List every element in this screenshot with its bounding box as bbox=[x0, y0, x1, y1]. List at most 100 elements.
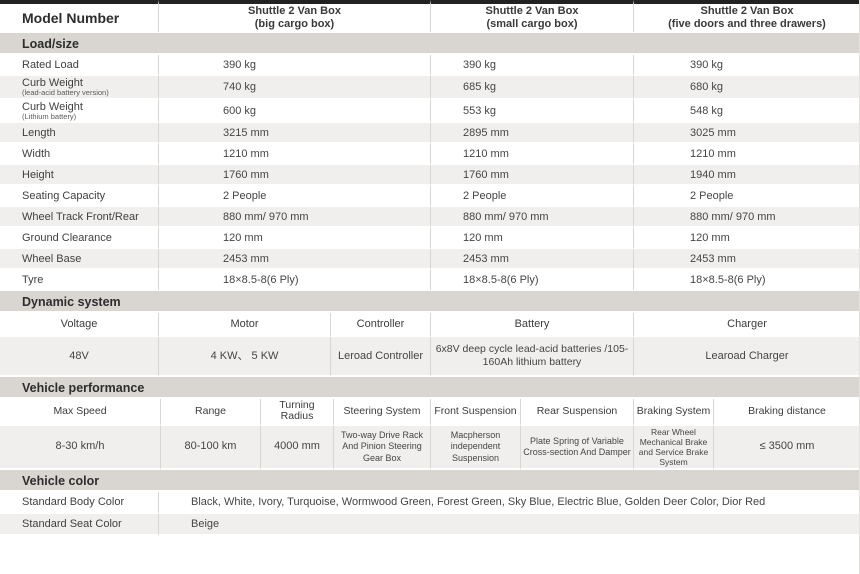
column-header-rear-suspension: Rear Suspension bbox=[520, 399, 633, 426]
table-row-rated-load: Rated Load 390 kg 390 kg 390 kg bbox=[0, 55, 859, 77]
spec-value: 685 kg bbox=[430, 76, 633, 100]
vehicle-color-table: Standard Body Color Black, White, Ivory,… bbox=[0, 492, 859, 537]
column-header-turning-radius: Turning Radius bbox=[260, 399, 333, 426]
spec-label: Standard Body Color bbox=[0, 492, 158, 515]
model-number-label: Model Number bbox=[0, 0, 158, 34]
model-header-table: Model Number Shuttle 2 Van Box (big carg… bbox=[0, 0, 859, 34]
table-row-wheel-base: Wheel Base 2453 mm 2453 mm 2453 mm bbox=[0, 249, 859, 271]
spec-label: Standard Seat Color bbox=[0, 514, 158, 537]
table-row-length: Length 3215 mm 2895 mm 3025 mm bbox=[0, 123, 859, 145]
spec-value: 120 mm bbox=[430, 228, 633, 250]
spec-label-main: Curb Weight bbox=[22, 100, 83, 113]
spec-value: 2453 mm bbox=[430, 249, 633, 271]
spec-value: 600 kg bbox=[158, 99, 430, 124]
performance-value-row: 8-30 km/h 80-100 km 4000 mm Two-way Driv… bbox=[0, 425, 859, 471]
model-column-small-cargo: Shuttle 2 Van Box (small cargo box) bbox=[430, 0, 633, 34]
model-header-row: Model Number Shuttle 2 Van Box (big carg… bbox=[0, 0, 859, 34]
model-column-big-cargo: Shuttle 2 Van Box (big cargo box) bbox=[158, 0, 430, 34]
table-row-tyre: Tyre 18×8.5-8(6 Ply) 18×8.5-8(6 Ply) 18×… bbox=[0, 270, 859, 292]
column-header-braking-distance: Braking distance bbox=[713, 399, 859, 426]
spec-value: 1760 mm bbox=[158, 165, 430, 187]
spec-value-max-speed: 8-30 km/h bbox=[0, 425, 160, 471]
spec-label: Ground Clearance bbox=[0, 228, 158, 250]
section-title-dynamic-system: Dynamic system bbox=[0, 291, 859, 314]
spec-label: Wheel Track Front/Rear bbox=[0, 207, 158, 229]
spec-label: Length bbox=[0, 123, 158, 145]
model-variant: (small cargo box) bbox=[486, 17, 578, 30]
section-title-vehicle-color: Vehicle color bbox=[0, 470, 859, 493]
model-name: Shuttle 2 Van Box bbox=[700, 5, 794, 17]
column-header-max-speed: Max Speed bbox=[0, 399, 160, 426]
model-column-five-doors: Shuttle 2 Van Box (five doors and three … bbox=[633, 0, 859, 34]
section-title-vehicle-performance: Vehicle performance bbox=[0, 377, 859, 400]
model-variant: (big cargo box) bbox=[254, 17, 335, 30]
column-header-controller: Controller bbox=[330, 313, 430, 338]
column-header-steering-system: Steering System bbox=[333, 399, 430, 426]
spec-value-braking-system: Rear Wheel Mechanical Brake and Service … bbox=[633, 425, 713, 471]
model-name: Shuttle 2 Van Box bbox=[248, 5, 341, 17]
spec-value-charger: Learoad Charger bbox=[633, 337, 859, 378]
spec-value: 680 kg bbox=[633, 76, 859, 100]
spec-value: 3215 mm bbox=[158, 123, 430, 145]
spec-value: 740 kg bbox=[158, 76, 430, 100]
column-header-charger: Charger bbox=[633, 313, 859, 338]
spec-label-sub: (Lithium battery) bbox=[22, 111, 77, 121]
spec-value: 2895 mm bbox=[430, 123, 633, 145]
table-row-body-color: Standard Body Color Black, White, Ivory,… bbox=[0, 492, 859, 515]
spec-value: 390 kg bbox=[633, 55, 859, 77]
load-size-table: Rated Load 390 kg 390 kg 390 kg Curb Wei… bbox=[0, 55, 859, 292]
spec-value: 1210 mm bbox=[633, 144, 859, 166]
spec-label: Curb Weight (lead-acid battery version) bbox=[0, 76, 158, 100]
spec-value: 18×8.5-8(6 Ply) bbox=[633, 270, 859, 292]
spec-label: Height bbox=[0, 165, 158, 187]
table-row-ground-clearance: Ground Clearance 120 mm 120 mm 120 mm bbox=[0, 228, 859, 250]
spec-label: Tyre bbox=[0, 270, 158, 292]
spec-label-main: Curb Weight bbox=[22, 77, 83, 90]
spec-label: Rated Load bbox=[0, 55, 158, 77]
spec-value: 120 mm bbox=[158, 228, 430, 250]
spec-label: Width bbox=[0, 144, 158, 166]
table-row-seat-color: Standard Seat Color Beige bbox=[0, 514, 859, 537]
table-row-curb-weight-lithium: Curb Weight (Lithium battery) 600 kg 553… bbox=[0, 99, 859, 124]
spec-value: 1210 mm bbox=[158, 144, 430, 166]
spec-value-controller: Leroad Controller bbox=[330, 337, 430, 378]
column-header-voltage: Voltage bbox=[0, 313, 158, 338]
dynamic-system-table: Voltage Motor Controller Battery Charger… bbox=[0, 313, 859, 378]
spec-value: 880 mm/ 970 mm bbox=[633, 207, 859, 229]
table-row-seating-capacity: Seating Capacity 2 People 2 People 2 Peo… bbox=[0, 186, 859, 208]
spec-value-voltage: 48V bbox=[0, 337, 158, 378]
spec-value: 18×8.5-8(6 Ply) bbox=[430, 270, 633, 292]
spec-value: 880 mm/ 970 mm bbox=[158, 207, 430, 229]
vehicle-performance-table: Max Speed Range Turning Radius Steering … bbox=[0, 399, 859, 471]
spec-value: 880 mm/ 970 mm bbox=[430, 207, 633, 229]
column-header-front-suspension: Front Suspension bbox=[430, 399, 520, 426]
spec-value: 1760 mm bbox=[430, 165, 633, 187]
table-row-height: Height 1760 mm 1760 mm 1940 mm bbox=[0, 165, 859, 187]
spec-value-motor: 4 KW、 5 KW bbox=[158, 337, 330, 378]
column-header-motor: Motor bbox=[158, 313, 330, 338]
spec-value: 2453 mm bbox=[633, 249, 859, 271]
model-name: Shuttle 2 Van Box bbox=[485, 5, 579, 17]
spec-value: 2 People bbox=[633, 186, 859, 208]
column-header-range: Range bbox=[160, 399, 260, 426]
spec-value-range: 80-100 km bbox=[160, 425, 260, 471]
spec-value-body-colors: Black, White, Ivory, Turquoise, Wormwood… bbox=[158, 492, 859, 515]
section-title-load-size: Load/size bbox=[0, 33, 859, 56]
spec-value-rear-suspension: Plate Spring of Variable Cross-section A… bbox=[520, 425, 633, 471]
spec-value: 2453 mm bbox=[158, 249, 430, 271]
column-header-braking-system: Braking System bbox=[633, 399, 713, 426]
spec-value: 1940 mm bbox=[633, 165, 859, 187]
spec-value: 2 People bbox=[158, 186, 430, 208]
performance-header-row: Max Speed Range Turning Radius Steering … bbox=[0, 399, 859, 426]
dynamic-value-row: 48V 4 KW、 5 KW Leroad Controller 6x8V de… bbox=[0, 337, 859, 378]
spec-value: 548 kg bbox=[633, 99, 859, 124]
spec-label: Seating Capacity bbox=[0, 186, 158, 208]
spec-label: Wheel Base bbox=[0, 249, 158, 271]
spec-value: 2 People bbox=[430, 186, 633, 208]
spec-value: 390 kg bbox=[430, 55, 633, 77]
spec-label-sub: (lead-acid battery version) bbox=[22, 88, 109, 98]
spec-value-turning-radius: 4000 mm bbox=[260, 425, 333, 471]
spec-value-steering-system: Two-way Drive Rack And Pinion Steering G… bbox=[333, 425, 430, 471]
column-header-battery: Battery bbox=[430, 313, 633, 338]
spec-label: Curb Weight (Lithium battery) bbox=[0, 99, 158, 124]
